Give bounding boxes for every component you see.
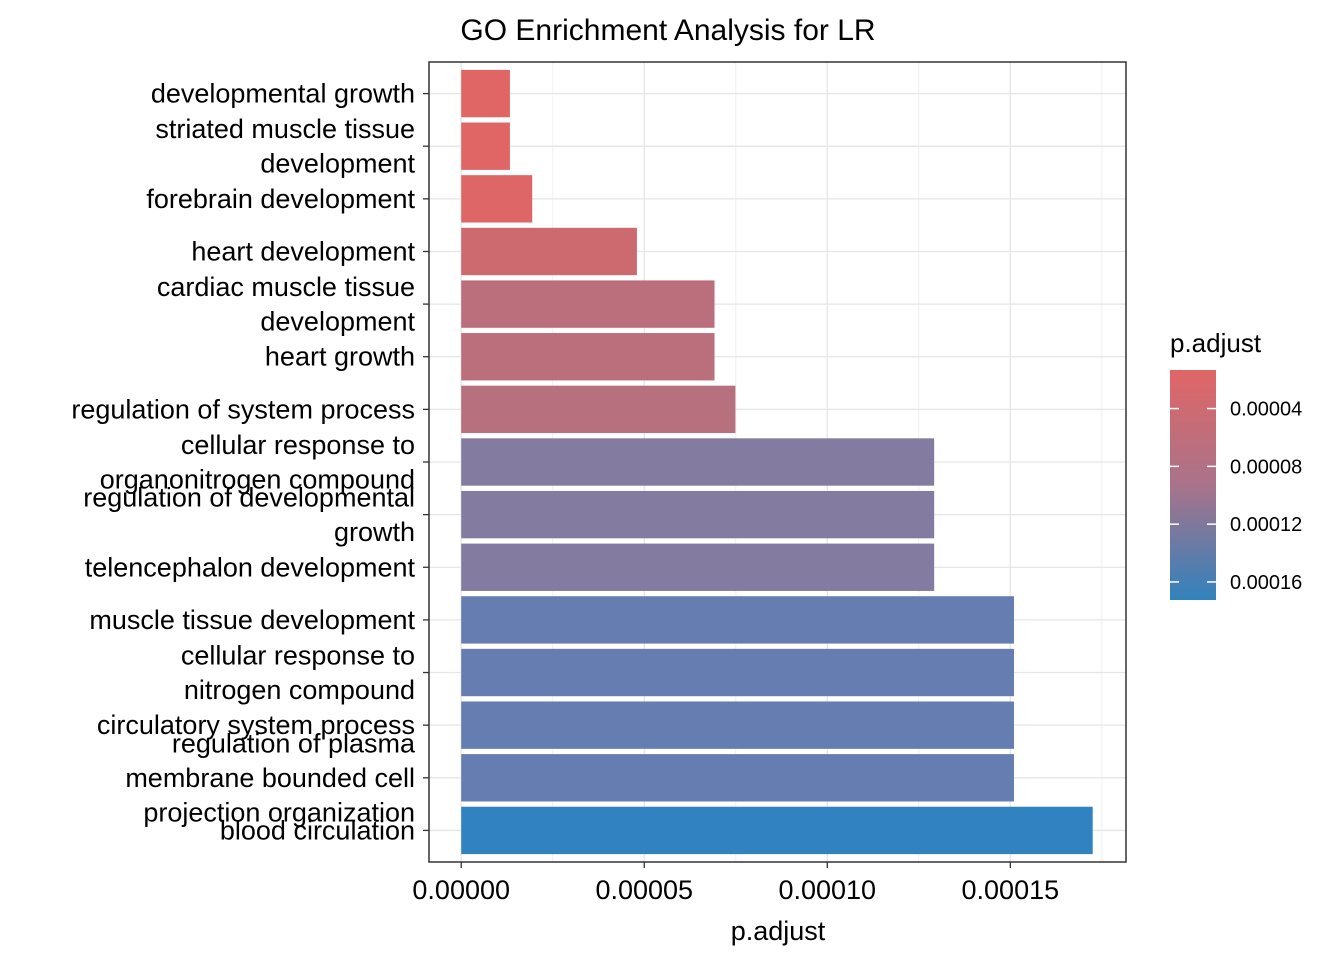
x-tick-label: 0.00005: [595, 875, 693, 905]
bar: [461, 69, 510, 118]
legend-colorbar: [1170, 370, 1216, 600]
category-label: cellular response to nitrogen compound: [181, 640, 415, 705]
bar: [461, 333, 715, 381]
bar: [461, 806, 1093, 855]
category-label: heart growth: [265, 342, 415, 372]
category-label: developmental growth: [151, 79, 415, 109]
category-label: blood circulation: [220, 815, 415, 845]
category-labels: developmental growth striated muscle tiss…: [71, 79, 429, 845]
legend-title: p.adjust: [1170, 328, 1262, 358]
legend-tick-label: 0.00016: [1230, 572, 1302, 594]
bar: [461, 701, 1014, 749]
x-tick-label: 0.00000: [412, 875, 510, 905]
bar: [461, 227, 637, 276]
bar: [461, 438, 935, 486]
category-label: heart development: [191, 236, 415, 266]
bar: [461, 648, 1014, 697]
bar: [461, 543, 935, 591]
category-label: regulation of system process: [71, 394, 415, 424]
bars-group: [461, 69, 1093, 855]
bar: [461, 122, 510, 170]
legend-tick-label: 0.00008: [1230, 456, 1302, 478]
category-label: regulation of plasma membrane bounded cel…: [125, 728, 416, 827]
x-axis: 0.00000 0.00005 0.00010 0.00015: [412, 862, 1059, 905]
category-label: striated muscle tissue development: [155, 114, 415, 179]
category-label: circulatory system process: [97, 710, 415, 740]
bar: [461, 175, 533, 223]
category-label: regulation of developmental growth: [83, 482, 415, 547]
color-legend: p.adjust 0.00004 0.00008 0.00012 0.00016: [1170, 328, 1302, 600]
category-label: cellular response to organonitrogen compo…: [100, 430, 415, 495]
bar: [461, 490, 935, 539]
category-label: muscle tissue development: [89, 605, 415, 635]
category-label: cardiac muscle tissue development: [157, 272, 416, 337]
bar: [461, 754, 1014, 802]
legend-tick-label: 0.00012: [1230, 514, 1302, 536]
category-label: telencephalon development: [85, 552, 416, 582]
bar: [461, 385, 736, 434]
chart-title: GO Enrichment Analysis for LR: [460, 14, 875, 47]
category-label: forebrain development: [146, 184, 415, 214]
x-axis-label: p.adjust: [731, 916, 826, 946]
legend-tick-label: 0.00004: [1230, 399, 1302, 421]
bar: [461, 596, 1014, 644]
bar: [461, 280, 715, 328]
x-tick-label: 0.00010: [778, 875, 876, 905]
x-tick-label: 0.00015: [962, 875, 1060, 905]
